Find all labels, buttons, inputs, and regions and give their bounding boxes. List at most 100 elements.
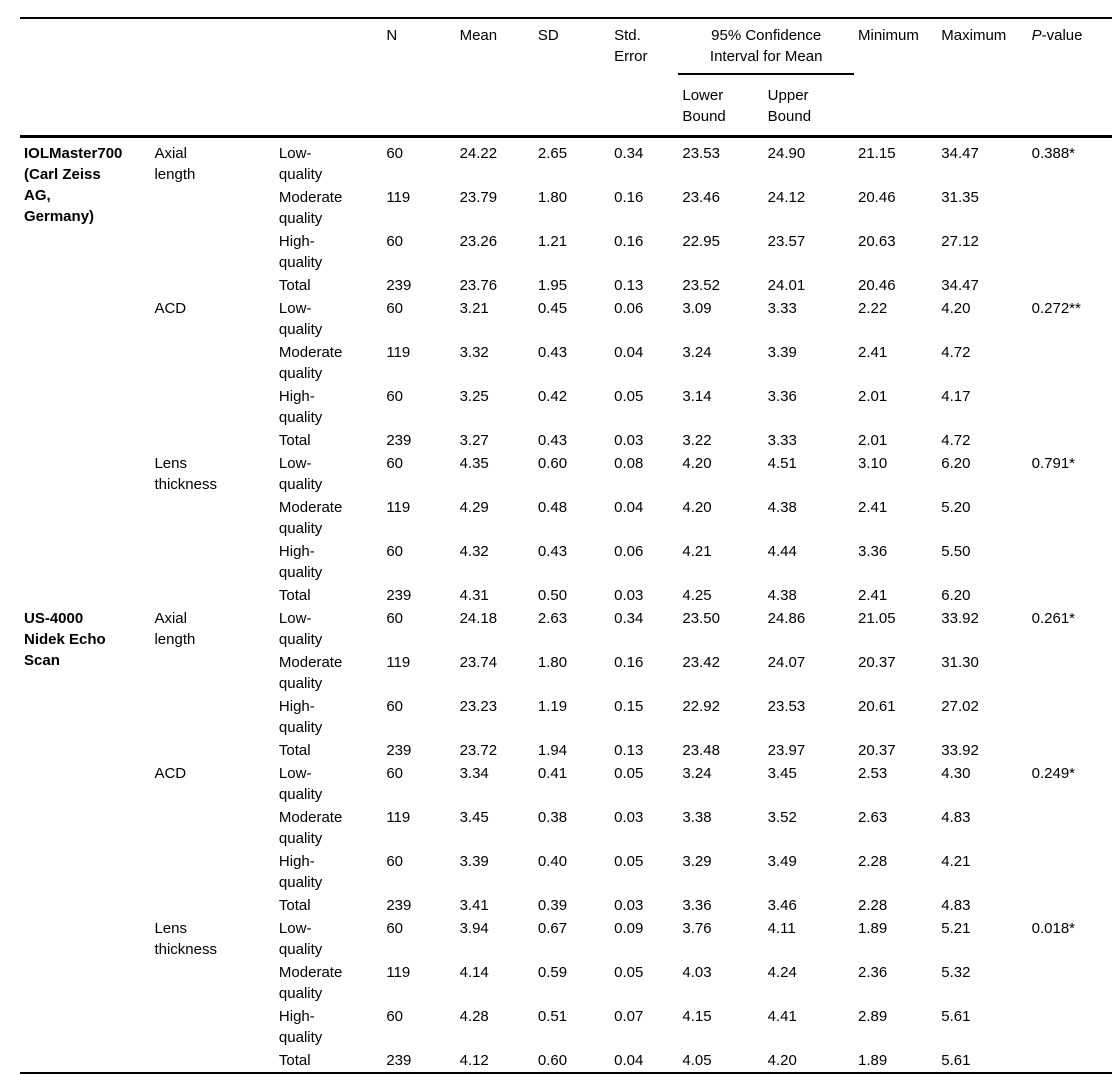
ci-upper-cell: 3.36 <box>767 388 797 405</box>
ci-lower-cell: 3.22 <box>682 432 712 449</box>
quality-cell: Total <box>278 587 311 604</box>
descriptives-table: N Mean SD Std. Error 95% Confidence Inte… <box>20 17 1112 1074</box>
std-error-cell: 0.13 <box>614 742 644 759</box>
sd-cell: 2.65 <box>537 145 568 162</box>
minimum-cell: 20.37 <box>858 654 896 671</box>
std-error-cell: 0.03 <box>614 897 644 914</box>
mean-cell: 3.27 <box>459 432 489 449</box>
maximum-cell: 4.17 <box>941 388 971 405</box>
ci-upper-cell: 3.39 <box>767 344 797 361</box>
maximum-cell: 5.32 <box>941 964 971 981</box>
p-value-cell: 0.261* <box>1031 610 1075 627</box>
std-error-cell: 0.07 <box>614 1008 644 1025</box>
minimum-cell: 1.89 <box>858 1052 888 1069</box>
ci-upper-cell: 4.38 <box>767 587 797 604</box>
quality-cell: Moderate quality <box>278 499 343 537</box>
n-cell: 60 <box>386 543 403 560</box>
std-error-cell: 0.05 <box>614 388 644 405</box>
p-value-rest: -value <box>1041 27 1083 44</box>
std-error-cell: 0.04 <box>614 499 644 516</box>
device-cell: IOLMaster700 (Carl Zeiss AG, Germany) <box>24 145 123 225</box>
table-row: Total 239 3.41 0.39 0.03 3.36 3.46 2.28 4.83 <box>20 894 1112 917</box>
ci-lower-cell: 4.15 <box>682 1008 712 1025</box>
minimum-cell: 2.53 <box>858 765 888 782</box>
sd-cell: 0.50 <box>537 587 568 604</box>
maximum-cell: 6.20 <box>941 455 971 472</box>
table-row: Moderate quality 119 4.29 0.48 0.04 4.20 4.38 2… <box>20 496 1112 540</box>
mean-cell: 4.12 <box>459 1052 489 1069</box>
p-value-cell: 0.018* <box>1031 920 1075 937</box>
minimum-cell: 20.61 <box>858 698 896 715</box>
sd-cell: 0.43 <box>537 543 568 560</box>
mean-cell: 24.18 <box>459 610 498 627</box>
sd-cell: 0.41 <box>537 765 568 782</box>
quality-cell: Low- quality <box>278 300 323 338</box>
std-error-cell: 0.34 <box>614 145 644 162</box>
mean-cell: 3.25 <box>459 388 489 405</box>
std-error-cell: 0.04 <box>614 344 644 361</box>
quality-cell: Low- quality <box>278 455 323 493</box>
n-cell: 60 <box>386 610 403 627</box>
col-header-upper-bound: Upper Bound <box>767 87 812 125</box>
std-error-cell: 0.34 <box>614 610 644 627</box>
table-row: Lens thickness Low- quality 60 3.94 0.67 0.09… <box>20 917 1112 961</box>
mean-cell: 23.72 <box>459 742 498 759</box>
n-cell: 60 <box>386 853 403 870</box>
sd-cell: 1.95 <box>537 277 568 294</box>
minimum-cell: 3.10 <box>858 455 888 472</box>
std-error-cell: 0.09 <box>614 920 644 937</box>
n-cell: 60 <box>386 765 403 782</box>
minimum-cell: 2.01 <box>858 432 888 449</box>
ci-lower-cell: 3.29 <box>682 853 712 870</box>
maximum-cell: 4.21 <box>941 853 971 870</box>
std-error-cell: 0.03 <box>614 587 644 604</box>
header-row-main: N Mean SD Std. Error 95% Confidence Inte… <box>20 18 1112 75</box>
minimum-cell: 2.22 <box>858 300 888 317</box>
sd-cell: 0.40 <box>537 853 568 870</box>
sd-cell: 0.43 <box>537 432 568 449</box>
n-cell: 119 <box>386 809 411 826</box>
sd-cell: 0.39 <box>537 897 568 914</box>
quality-column-spacer <box>275 18 382 137</box>
device-column-spacer <box>20 18 150 137</box>
p-value-italic-p: P <box>1031 27 1042 44</box>
maximum-cell: 4.72 <box>941 344 971 361</box>
sd-cell: 2.63 <box>537 610 568 627</box>
quality-cell: Moderate quality <box>278 344 343 382</box>
sd-cell: 1.80 <box>537 654 568 671</box>
table-row: Total 239 23.76 1.95 0.13 23.52 24.01 20.46 34.4… <box>20 274 1112 297</box>
std-error-cell: 0.16 <box>614 654 644 671</box>
ci-lower-cell: 23.42 <box>682 654 720 671</box>
maximum-cell: 6.20 <box>941 587 971 604</box>
maximum-cell: 4.20 <box>941 300 971 317</box>
ci-lower-cell: 4.20 <box>682 499 712 516</box>
maximum-cell: 5.50 <box>941 543 971 560</box>
ci-lower-cell: 4.05 <box>682 1052 712 1069</box>
sd-cell: 0.38 <box>537 809 568 826</box>
maximum-cell: 5.20 <box>941 499 971 516</box>
table-row: ACD Low- quality 60 3.21 0.45 0.06 3.09 3.33 2.2… <box>20 297 1112 341</box>
mean-cell: 3.32 <box>459 344 489 361</box>
ci-lower-cell: 3.24 <box>682 765 712 782</box>
std-error-cell: 0.08 <box>614 455 644 472</box>
sd-cell: 0.43 <box>537 344 568 361</box>
n-cell: 119 <box>386 344 411 361</box>
minimum-cell: 2.28 <box>858 897 888 914</box>
mean-cell: 23.76 <box>459 277 498 294</box>
n-cell: 239 <box>386 742 412 759</box>
n-cell: 60 <box>386 698 403 715</box>
quality-cell: Low- quality <box>278 610 323 648</box>
measurement-column-spacer <box>150 18 274 137</box>
minimum-cell: 2.36 <box>858 964 888 981</box>
quality-cell: Moderate quality <box>278 654 343 692</box>
sd-cell: 0.67 <box>537 920 568 937</box>
maximum-cell: 31.35 <box>941 189 979 206</box>
std-error-cell: 0.16 <box>614 189 644 206</box>
sd-cell: 1.80 <box>537 189 568 206</box>
n-cell: 119 <box>386 654 411 671</box>
mean-cell: 23.79 <box>459 189 498 206</box>
n-cell: 239 <box>386 277 412 294</box>
sd-cell: 0.45 <box>537 300 568 317</box>
n-cell: 119 <box>386 189 411 206</box>
